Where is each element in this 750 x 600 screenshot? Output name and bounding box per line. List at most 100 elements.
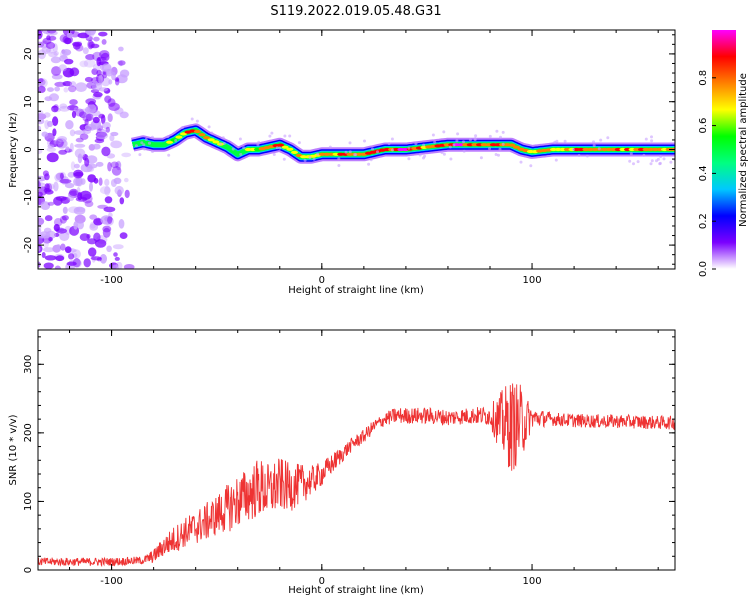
noise-blob [111, 166, 122, 176]
noise-blob [85, 30, 96, 36]
ridge-speckle [488, 134, 492, 138]
ridge-speckle [642, 153, 646, 157]
noise-blob [124, 177, 129, 183]
ridge-speckle [221, 136, 225, 140]
noise-blob [74, 214, 86, 224]
noise-blob [112, 244, 124, 250]
noise-blob [105, 68, 113, 77]
colorbar-tick-label: 0.0 [698, 261, 709, 277]
x-tick-label: -100 [100, 275, 123, 286]
noise-blob [113, 252, 118, 257]
noise-blob [73, 206, 86, 215]
noise-blob [94, 239, 107, 248]
noise-blob [74, 108, 85, 117]
noise-blob [41, 131, 49, 137]
ridge-speckle [348, 141, 352, 145]
noise-blob [89, 182, 93, 192]
ridge-cell [513, 145, 520, 149]
noise-blob [47, 120, 53, 128]
ridge-speckle [649, 162, 653, 166]
noise-blob [69, 81, 77, 87]
noise-blob [98, 74, 103, 85]
colorbar-tick-label: 0.8 [698, 70, 709, 86]
noise-blob [84, 157, 90, 167]
ridge-speckle [166, 135, 170, 139]
noise-blob [59, 215, 67, 224]
noise-blob [51, 105, 59, 113]
ridge-speckle [462, 140, 465, 144]
ridge-speckle [488, 147, 491, 151]
noise-blob [38, 246, 41, 252]
noise-blob [93, 52, 98, 61]
x-tick-label: 100 [522, 576, 541, 587]
ridge-speckle [151, 150, 154, 153]
ridge-cell [180, 132, 187, 136]
ridge-speckle [138, 153, 142, 157]
ridge-speckle [644, 137, 648, 141]
ridge-speckle [455, 139, 459, 143]
ridge-cell [508, 143, 516, 147]
ridge-speckle [636, 160, 640, 164]
noise-blob [56, 244, 61, 250]
y-tick-label: 300 [23, 355, 34, 374]
noise-blob [38, 109, 44, 118]
y-tick-label: 10 [23, 95, 34, 108]
ridge-speckle [272, 153, 276, 156]
ridge-speckle [495, 129, 499, 133]
ridge-speckle [501, 130, 505, 134]
ridge-speckle [167, 153, 171, 157]
ridge-speckle [474, 134, 478, 138]
noise-blob [53, 139, 62, 145]
noise-blob [110, 179, 117, 187]
ridge-cell [291, 150, 298, 154]
noise-blob [107, 113, 113, 123]
noise-blob [73, 177, 81, 186]
ridge-speckle [312, 157, 316, 161]
ridge-speckle [303, 158, 307, 162]
noise-blob [53, 104, 59, 112]
ridge-cell [203, 136, 211, 140]
y-tick-label: 20 [23, 48, 34, 61]
noise-blob [92, 143, 101, 150]
ridge-speckle [571, 148, 575, 151]
noise-blob [40, 201, 51, 211]
noise-blob [110, 161, 119, 169]
noise-blob [95, 161, 104, 167]
noise-blob [90, 256, 102, 261]
noise-blob [99, 186, 111, 195]
noise-blob [45, 30, 58, 36]
ridge-speckle [210, 131, 214, 135]
noise-blob [106, 245, 112, 253]
noise-blob [38, 78, 44, 83]
noise-blob [38, 41, 45, 48]
ridge-speckle [207, 125, 211, 129]
ridge-speckle [433, 140, 437, 144]
colorbar-tick-label: 0.2 [698, 213, 709, 229]
ridge-speckle [288, 134, 292, 138]
noise-blob [38, 228, 42, 234]
noise-blob [44, 189, 54, 195]
noise-blob [38, 30, 44, 33]
noise-blob [89, 110, 101, 117]
noise-blob [82, 47, 89, 55]
noise-blob [83, 258, 91, 268]
noise-blob [54, 86, 60, 92]
noise-blob [66, 32, 74, 38]
ridge-cell [207, 138, 215, 142]
snr-y-label: SNR (10 * v/v) [8, 414, 19, 485]
noise-blob [63, 87, 69, 93]
noise-blob [73, 163, 80, 169]
noise-blob [100, 215, 113, 225]
noise-blob [54, 265, 61, 269]
ridge-speckle [391, 148, 394, 152]
ridge-speckle [606, 136, 610, 140]
noise-blob [77, 153, 83, 164]
noise-blob [105, 126, 111, 133]
colorbar-tick-label: 0.6 [698, 118, 709, 134]
noise-blob [46, 183, 53, 193]
y-tick-label: -10 [23, 189, 34, 205]
noise-blob [119, 69, 130, 78]
noise-blob [57, 136, 67, 143]
ridge-speckle [353, 153, 357, 157]
